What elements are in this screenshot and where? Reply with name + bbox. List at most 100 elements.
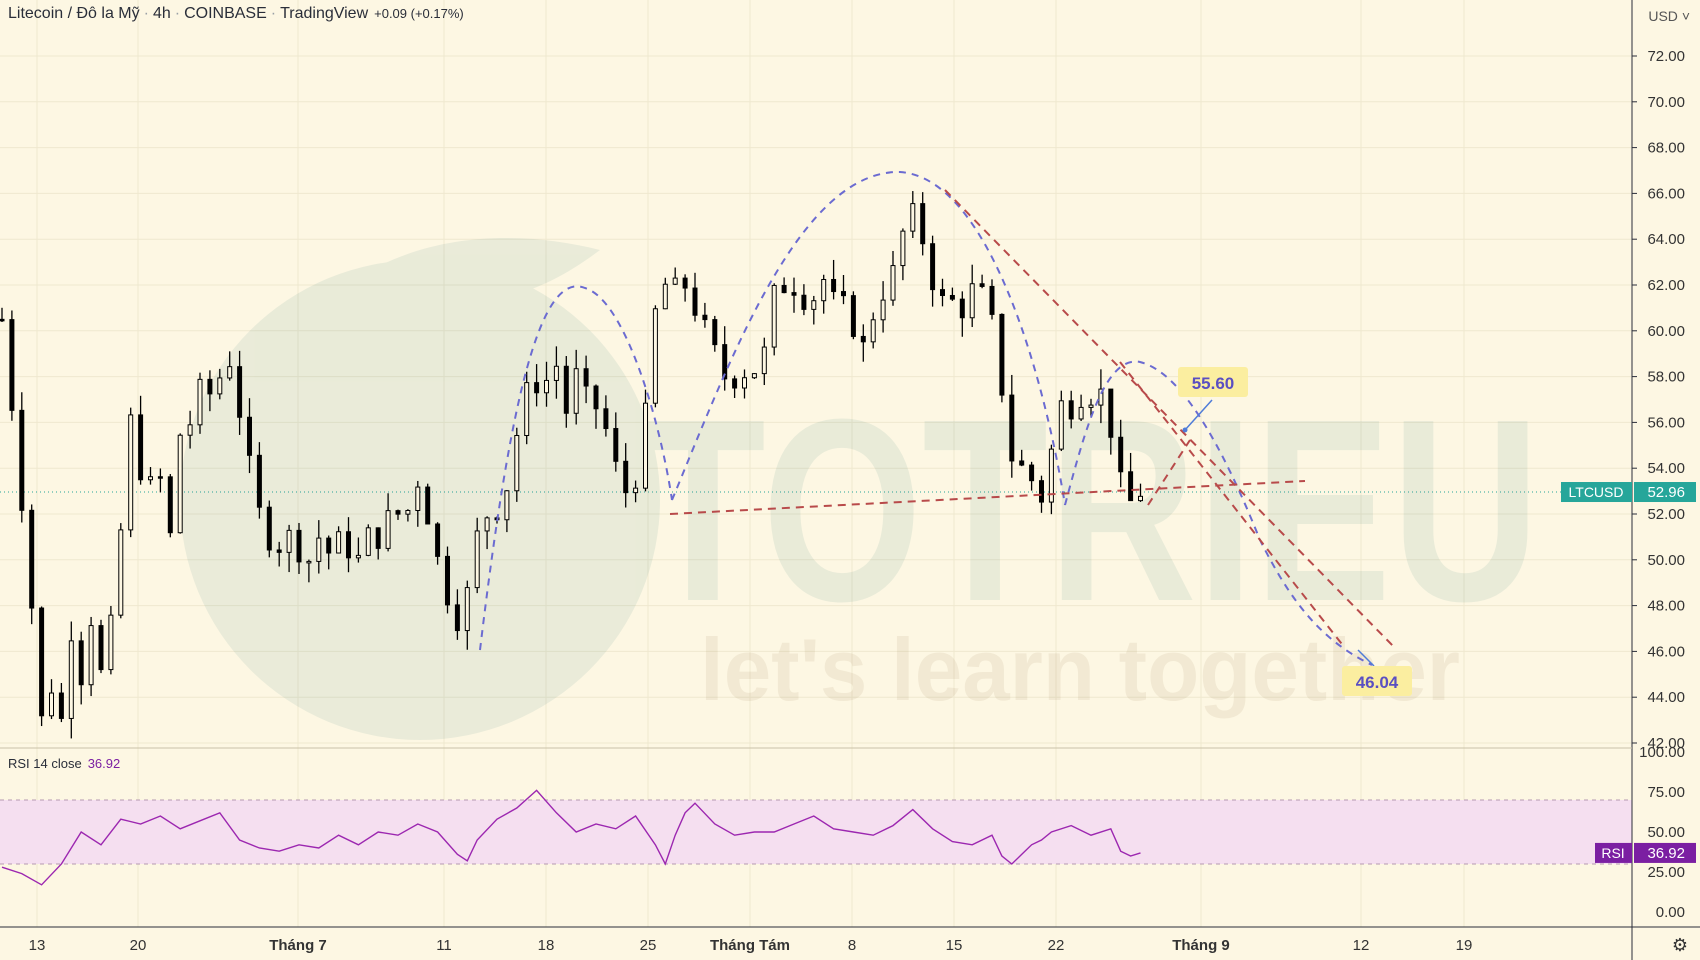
candle [999,313,1005,396]
candle [9,319,15,411]
y-tick-label: 60.00 [1647,323,1685,340]
candle [850,295,856,337]
rsi-y-tick-label: 50.00 [1647,824,1685,841]
y-tick-label: 58.00 [1647,369,1685,386]
rsi-name: RSI 14 close [8,756,82,771]
rsi-y-tick-label: 0.00 [1656,904,1685,921]
candle [742,377,747,389]
candle [1098,388,1104,406]
candle [593,385,599,410]
candle [98,625,104,671]
candle [435,523,441,557]
candle [78,640,84,686]
candle [425,486,431,525]
candle [841,291,846,297]
interval[interactable]: 4h [152,5,171,22]
x-tick-label: 19 [1456,937,1473,954]
symbol-name[interactable]: Litecoin / Đô la Mỹ [8,5,140,22]
candle [979,283,985,287]
watermark-flame-icon [340,238,600,300]
y-tick-label: 72.00 [1647,48,1685,65]
x-tick-label: Tháng 9 [1172,937,1230,954]
candle [247,416,252,456]
candle [187,424,193,436]
candle [761,346,767,375]
candle [811,300,817,310]
x-tick-label: 25 [640,937,657,954]
rsi-value-tag-label: 36.92 [1647,845,1685,862]
annotation-label: 46.04 [1356,673,1399,692]
candle [286,529,292,553]
watermark-slogan: let's learn together [700,620,1460,719]
candle [445,555,450,606]
x-tick-label: 11 [436,937,452,954]
symbol-tag-label: LTCUSD [1569,484,1624,500]
rsi-tag-label: RSI [1601,845,1624,861]
candle [346,531,351,559]
candle [227,366,233,379]
x-tick-label: 12 [1353,937,1370,954]
candle [781,284,787,294]
candle [454,604,460,632]
candle [1039,480,1044,503]
target-connector [1184,399,1213,431]
candle [623,460,629,494]
candle [474,530,480,589]
candle [989,285,995,315]
pattern-drawings [479,170,1396,667]
candle [395,510,401,515]
candle [148,476,153,481]
rsi-tag [1595,842,1632,863]
candle [633,487,639,494]
candle [336,531,342,554]
trendline-upper [944,189,1396,649]
candle [266,506,272,551]
y-tick-label: 46.00 [1647,643,1685,660]
candle [890,265,896,301]
candle [207,378,213,395]
rsi-y-tick-label: 75.00 [1647,784,1685,801]
candle [1078,406,1084,420]
y-tick-label: 42.00 [1647,735,1685,752]
y-tick-label: 52.00 [1647,506,1685,523]
candle [603,408,609,430]
candle [355,554,361,559]
watermark-logo-text: TOTRIEU [640,366,1540,656]
candle [276,549,282,553]
y-tick-label: 54.00 [1647,460,1685,477]
candle [860,335,866,343]
candle [1009,394,1015,462]
price-tag-value: 52.96 [1647,484,1685,501]
candle [583,368,589,387]
candle [1138,495,1143,502]
candle [385,510,391,549]
candle [712,319,718,346]
rsi-value: 36.92 [87,756,121,771]
candle [58,692,64,719]
x-tick-label: 8 [848,937,856,954]
candle [68,640,74,719]
candle [930,243,936,291]
rsi-y-tick-label: 25.00 [1647,864,1685,881]
candle [118,529,124,616]
candle [217,377,223,395]
candle [256,454,262,508]
exchange: COINBASE [184,5,267,22]
y-tick-label: 56.00 [1647,414,1685,431]
candle [197,378,203,426]
annotations: 55.60 46.04 [1178,367,1412,696]
candle [821,278,827,302]
rsi-band [0,799,1632,865]
gear-icon[interactable]: ⚙ [1671,935,1688,955]
candle [405,510,411,515]
candle [326,537,332,554]
y-tick-label: 68.00 [1647,140,1685,157]
currency-selector[interactable]: USD ˅ [1648,8,1690,24]
candle [791,292,797,296]
x-tick-label: 20 [130,937,147,954]
candle [504,490,510,521]
candle [484,517,490,532]
candle [524,382,530,437]
